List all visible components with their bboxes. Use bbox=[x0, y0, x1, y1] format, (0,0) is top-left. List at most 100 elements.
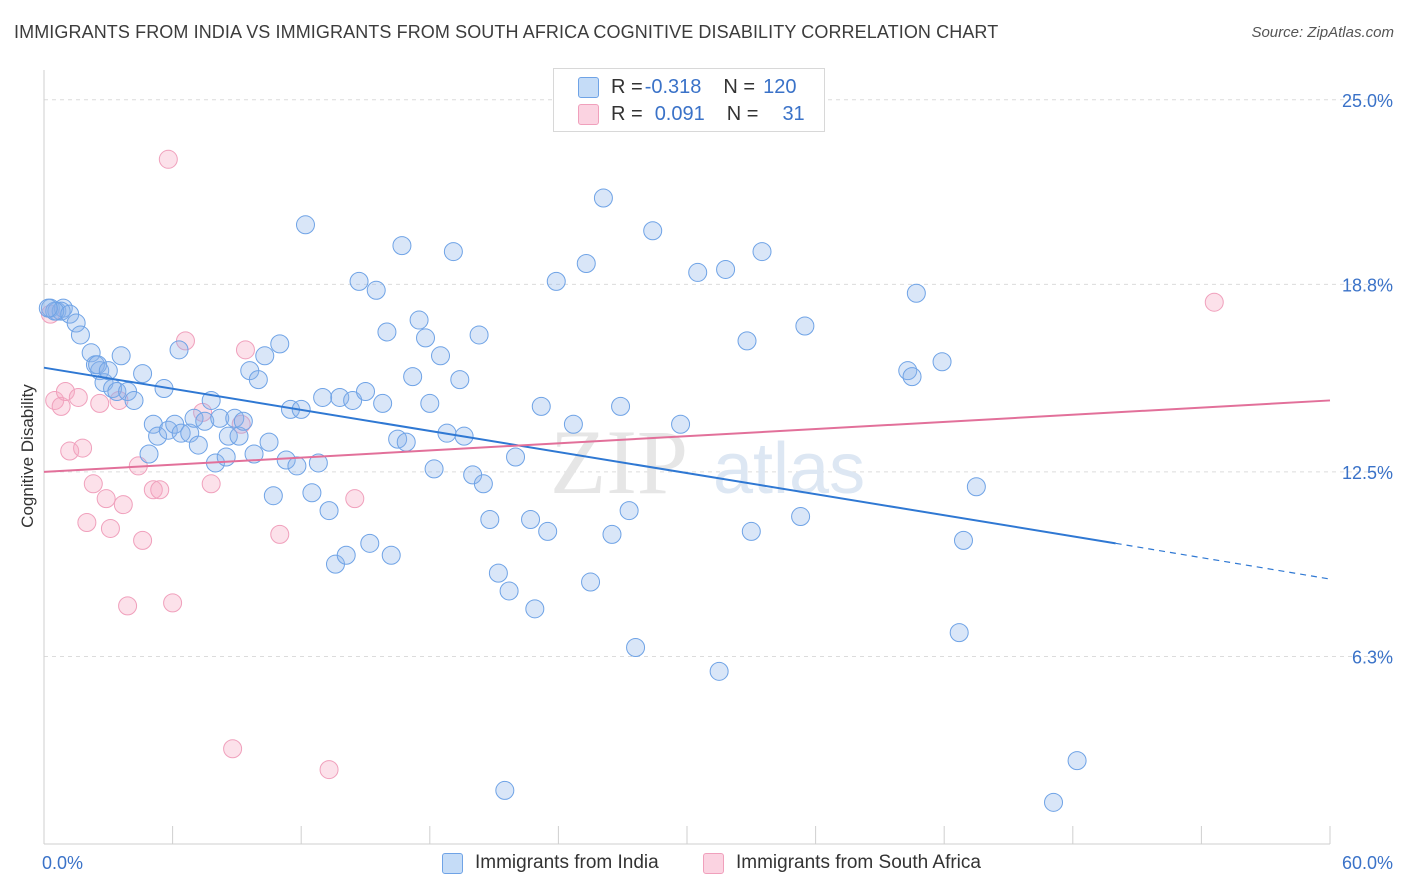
y-tick-label: 6.3% bbox=[1352, 647, 1393, 667]
india-point bbox=[148, 426, 168, 446]
india-point bbox=[319, 501, 339, 521]
india-point bbox=[195, 411, 215, 431]
india-point bbox=[313, 387, 333, 407]
india-point bbox=[98, 361, 118, 381]
india-point bbox=[124, 390, 144, 410]
south-africa-point bbox=[319, 760, 339, 780]
india-point bbox=[626, 638, 646, 658]
south-africa-legend-label: Immigrants from South Africa bbox=[736, 852, 981, 873]
trend-lines bbox=[43, 366, 1331, 580]
india-point bbox=[276, 450, 296, 470]
india-point bbox=[330, 387, 350, 407]
india-point bbox=[671, 414, 691, 434]
source-label: Source: ZipAtlas.com bbox=[1251, 24, 1394, 41]
india-point bbox=[188, 435, 208, 455]
india-point bbox=[409, 310, 429, 330]
india-point bbox=[88, 355, 108, 375]
india-point bbox=[111, 346, 131, 366]
india-point bbox=[902, 367, 922, 387]
india-legend-swatch bbox=[442, 852, 463, 874]
x-tick-label: 0.0% bbox=[42, 853, 83, 873]
legend-row-india: R = -0.318 N = 120 bbox=[578, 75, 796, 99]
axes bbox=[43, 70, 1331, 845]
watermark-atlas: atlas bbox=[713, 429, 865, 509]
india-point bbox=[499, 581, 519, 601]
india-point bbox=[443, 242, 463, 262]
south-africa-point bbox=[83, 474, 103, 494]
y-axis-label: Cognitive Disability bbox=[18, 384, 37, 528]
india-trend-extension bbox=[1115, 542, 1331, 580]
india-point bbox=[1067, 751, 1087, 771]
india-point bbox=[366, 280, 386, 300]
india-point bbox=[525, 599, 545, 619]
india-point bbox=[716, 259, 736, 279]
india-point bbox=[210, 408, 230, 428]
legend-item-india[interactable]: Immigrants from India bbox=[442, 852, 659, 874]
y-tick-label: 12.5% bbox=[1342, 463, 1393, 483]
india-point bbox=[216, 447, 236, 467]
india-point bbox=[263, 486, 283, 506]
india-point bbox=[480, 510, 500, 530]
india-point bbox=[709, 661, 729, 681]
south-africa-point bbox=[133, 530, 153, 550]
south-africa-point bbox=[60, 441, 80, 461]
y-tick-label: 18.8% bbox=[1342, 275, 1393, 295]
india-point bbox=[287, 456, 307, 476]
india-point bbox=[450, 370, 470, 390]
india-point bbox=[377, 322, 397, 342]
india-point bbox=[611, 396, 631, 416]
india-point bbox=[737, 331, 757, 351]
south-africa-point bbox=[150, 480, 170, 500]
india-point bbox=[349, 271, 369, 291]
india-point bbox=[619, 501, 639, 521]
chart-title: IMMIGRANTS FROM INDIA VS IMMIGRANTS FROM… bbox=[14, 22, 999, 42]
n-label: N = bbox=[726, 102, 759, 125]
india-point bbox=[546, 271, 566, 291]
n-value: 120 bbox=[763, 75, 797, 98]
india-point bbox=[356, 382, 375, 402]
india-point bbox=[107, 382, 127, 402]
india-point bbox=[244, 444, 264, 464]
india-point bbox=[229, 426, 249, 446]
india-point bbox=[81, 343, 101, 363]
india-point bbox=[66, 313, 86, 333]
india-swatch bbox=[578, 76, 599, 98]
india-point bbox=[1044, 792, 1064, 812]
south-africa-point bbox=[100, 518, 120, 538]
legend-item-south-africa[interactable]: Immigrants from South Africa bbox=[703, 852, 981, 874]
india-point bbox=[381, 545, 401, 565]
south-africa-point bbox=[113, 495, 133, 515]
india-point bbox=[38, 298, 58, 318]
india-point bbox=[416, 328, 436, 348]
x-tick-label: 60.0% bbox=[1342, 853, 1393, 873]
south-africa-point bbox=[143, 480, 163, 500]
south-africa-point bbox=[270, 524, 290, 544]
india-point bbox=[259, 432, 279, 452]
india-point bbox=[593, 188, 613, 208]
india-point bbox=[248, 370, 268, 390]
grid-lines bbox=[44, 99, 1392, 657]
south-africa-trend-line bbox=[43, 399, 1331, 473]
south-africa-point bbox=[345, 489, 365, 509]
south-africa-point bbox=[1204, 292, 1224, 312]
india-point bbox=[953, 530, 973, 550]
india-point bbox=[495, 780, 515, 800]
india-point bbox=[143, 414, 163, 434]
india-point bbox=[233, 411, 253, 431]
india-trend-line bbox=[43, 366, 1116, 545]
india-point bbox=[373, 393, 393, 413]
r-value: -0.318 bbox=[644, 75, 702, 98]
r-label: R = bbox=[611, 102, 643, 125]
india-point bbox=[336, 545, 356, 565]
india-point bbox=[473, 474, 493, 494]
india-point bbox=[308, 453, 328, 473]
india-point bbox=[602, 524, 622, 544]
india-point bbox=[966, 477, 986, 497]
r-value: 0.091 bbox=[654, 102, 705, 125]
india-point bbox=[360, 533, 380, 553]
india-point bbox=[506, 447, 526, 467]
south-africa-legend-swatch bbox=[703, 852, 724, 874]
india-point bbox=[431, 346, 451, 366]
india-point bbox=[538, 521, 558, 541]
